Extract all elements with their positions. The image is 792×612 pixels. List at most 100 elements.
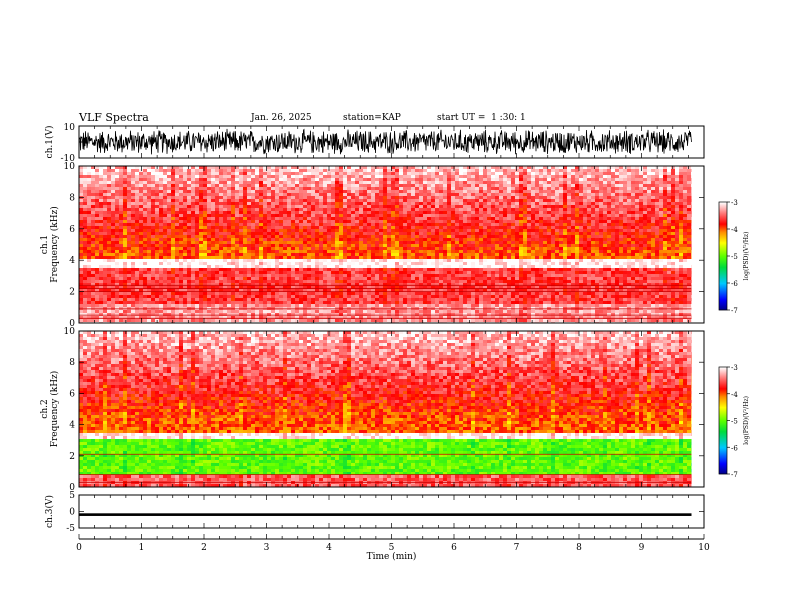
spectrogram-cell (211, 235, 215, 238)
spectrogram-cell (399, 181, 403, 184)
spectrogram-cell (347, 241, 351, 244)
spectrogram-cell (323, 301, 327, 304)
spectrogram-cell (259, 196, 263, 199)
spectrogram-cell (171, 283, 175, 286)
spectrogram-cell (179, 199, 183, 202)
spectrogram-cell (255, 202, 259, 205)
spectrogram-cell (107, 265, 111, 268)
spectrogram-cell (287, 169, 291, 172)
spectrogram-cell (159, 172, 163, 175)
spectrogram-cell (155, 256, 159, 259)
spectrogram-cell (115, 205, 119, 208)
spectrogram-cell (87, 181, 91, 184)
spectrogram-cell (335, 169, 339, 172)
spectrogram-cell (295, 274, 299, 277)
spectrogram-cell (339, 316, 343, 319)
spectrogram-cell (175, 199, 179, 202)
spectrogram-cell (423, 304, 427, 307)
spectrogram-cell (127, 274, 131, 277)
spectrogram-cell (87, 169, 91, 172)
spectrogram-cell (127, 259, 131, 262)
spectrogram-cell (259, 289, 263, 292)
spectrogram-cell (311, 229, 315, 232)
spectrogram-cell (323, 253, 327, 256)
spectrogram-cell (111, 283, 115, 286)
spectrogram-cell (327, 277, 331, 280)
spectrogram-cell (435, 223, 439, 226)
spectrogram-cell (435, 244, 439, 247)
spectrogram-cell (267, 178, 271, 181)
spectrogram-cell (423, 172, 427, 175)
spectrogram-cell (127, 265, 131, 268)
spectrogram-cell (171, 298, 175, 301)
spectrogram-cell (147, 172, 151, 175)
spectrogram-cell (383, 283, 387, 286)
spectrogram-cell (223, 235, 227, 238)
spectrogram-cell (279, 229, 283, 232)
spectrogram-cell (235, 235, 239, 238)
spectrogram-cell (167, 172, 171, 175)
spectrogram-cell (135, 169, 139, 172)
spectrogram-cell (107, 292, 111, 295)
spectrogram-cell (283, 283, 287, 286)
spectrogram-cell (147, 268, 151, 271)
spectrogram-cell (395, 313, 399, 316)
spectrogram-cell (127, 310, 131, 313)
spectrogram-cell (111, 220, 115, 223)
spectrogram-cell (119, 235, 123, 238)
spectrogram-cell (339, 172, 343, 175)
spectrogram-cell (351, 181, 355, 184)
spectrogram-cell (115, 208, 119, 211)
spectrogram-cell (147, 181, 151, 184)
spectrogram-cell (135, 301, 139, 304)
spectrogram-cell (379, 217, 383, 220)
spectrogram-cell (139, 292, 143, 295)
spectrogram-cell (439, 223, 443, 226)
spectrogram-cell (331, 253, 335, 256)
spectrogram-cell (435, 184, 439, 187)
spectrogram-cell (251, 259, 255, 262)
spectrogram-cell (259, 280, 263, 283)
spectrogram-cell (375, 193, 379, 196)
spectrogram-cell (91, 238, 95, 241)
spectrogram-cell (187, 235, 191, 238)
spectrogram-cell (79, 313, 83, 316)
spectrogram-cell (83, 256, 87, 259)
spectrogram-cell (107, 313, 111, 316)
spectrogram-cell (99, 235, 103, 238)
spectrogram-cell (423, 202, 427, 205)
spectrogram-cell (415, 247, 419, 250)
spectrogram-cell (195, 169, 199, 172)
spectrogram-cell (243, 247, 247, 250)
spectrogram-cell (259, 259, 263, 262)
spectrogram-cell (203, 226, 207, 229)
spectrogram-cell (147, 262, 151, 265)
spectrogram-cell (95, 295, 99, 298)
spectrogram-cell (83, 286, 87, 289)
spectrogram-cell (443, 274, 447, 277)
spectrogram-cell (347, 310, 351, 313)
spectrogram-cell (163, 226, 167, 229)
spectrogram-cell (219, 205, 223, 208)
spectrogram-cell (215, 259, 219, 262)
spectrogram-cell (307, 319, 311, 322)
spectrogram-cell (347, 301, 351, 304)
spectrogram-cell (143, 190, 147, 193)
spectrogram-cell (119, 244, 123, 247)
spectrogram-cell (387, 286, 391, 289)
spectrogram-cell (251, 316, 255, 319)
spectrogram-cell (107, 172, 111, 175)
spectrogram-cell (119, 169, 123, 172)
spectrogram-cell (239, 202, 243, 205)
spectrogram-cell (367, 202, 371, 205)
spectrogram-cell (411, 232, 415, 235)
spectrogram-cell (207, 298, 211, 301)
spectrogram-cell (211, 301, 215, 304)
spectrogram-cell (307, 211, 311, 214)
spectrogram-cell (283, 247, 287, 250)
spectrogram-cell (107, 208, 111, 211)
spectrogram-cell (263, 253, 267, 256)
spectrogram-cell (311, 313, 315, 316)
spectrogram-cell (171, 253, 175, 256)
spectrogram-cell (411, 208, 415, 211)
